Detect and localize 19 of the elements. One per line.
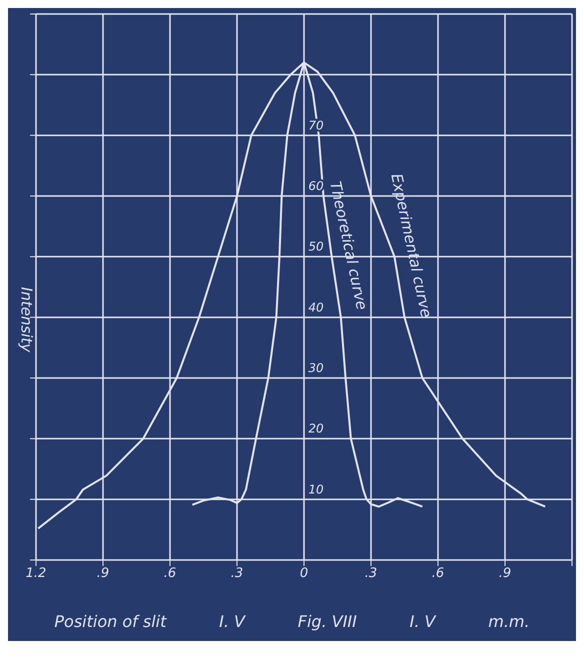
x-tick-label: .3 <box>364 566 378 582</box>
x-tick-label: 0 <box>300 566 308 582</box>
x-axis-title: Position of slit <box>54 612 166 631</box>
y-tick-label: 30 <box>308 361 324 375</box>
x-tick-label: .9 <box>498 566 512 582</box>
y-tick-label: 10 <box>308 482 324 496</box>
x-tick-label: .6 <box>432 566 444 582</box>
x-tick-label: .9 <box>96 566 110 582</box>
y-axis-title: Intensity <box>18 287 36 354</box>
x-tick-label: 1.2 <box>26 566 46 582</box>
y-tick-label: 40 <box>308 300 324 314</box>
text: I. V <box>219 612 245 631</box>
text: m.m. <box>488 612 530 631</box>
y-tick-label: 50 <box>308 240 324 254</box>
x-tick-label: .3 <box>230 566 244 582</box>
text: Fig. VIII <box>298 612 357 631</box>
text: I. V <box>410 612 436 631</box>
y-tick-label: 20 <box>308 422 324 436</box>
x-tick-label: .6 <box>164 566 176 582</box>
